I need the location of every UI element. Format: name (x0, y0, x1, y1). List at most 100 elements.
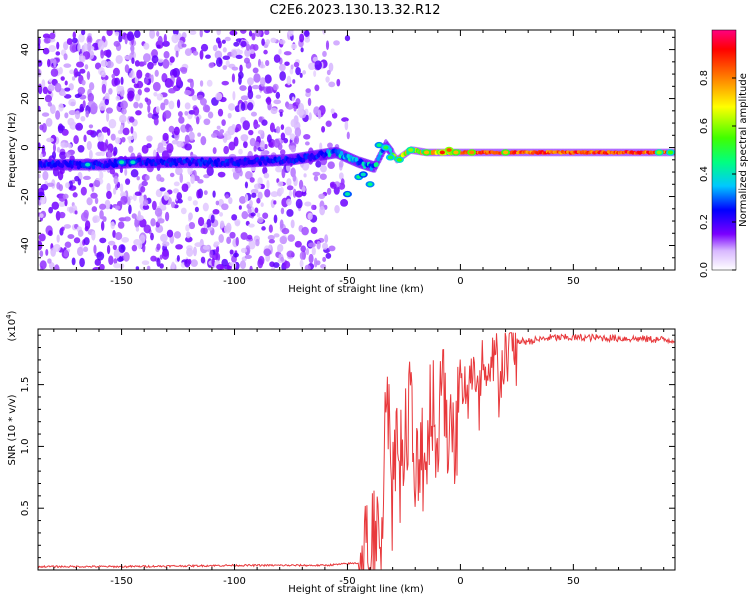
spectrogram-noise-blob (90, 192, 98, 199)
spectrogram-noise-blob (240, 95, 249, 101)
colorbar-tick-label: 0.4 (699, 166, 710, 182)
spectrogram-noise-blob (233, 252, 239, 258)
spectrogram-noise-blob (287, 234, 295, 242)
spectrogram-noise-blob (156, 257, 161, 267)
spectrogram-noise-blob (228, 197, 233, 205)
spectrogram-noise-blob (200, 256, 206, 264)
spectrogram-noise-blob (180, 207, 187, 215)
spectrogram-noise-blob (304, 201, 312, 207)
spectrogram-noise-blob (216, 30, 221, 36)
spectrogram-noise-blob (319, 142, 323, 151)
spectrogram-noise-blob (53, 243, 61, 252)
spectrogram-noise-blob (207, 226, 213, 231)
spectrogram-noise-blob (173, 231, 182, 239)
spectrogram-noise-blob (128, 145, 134, 153)
spectrogram-noise-blob (247, 207, 252, 214)
spectrogram-noise-blob (250, 111, 257, 117)
spectrogram-noise-blob (281, 197, 289, 208)
spectrogram-noise-blob (245, 193, 249, 203)
spectrogram-noise-blob (153, 91, 158, 97)
spectrogram-noise-blob (99, 142, 108, 152)
spectrogram-noise-blob (212, 147, 217, 155)
spectrogram-noise-blob (257, 217, 264, 224)
spectrogram-noise-blob (131, 244, 138, 252)
spectrogram-noise-blob (111, 73, 116, 79)
spectrogram-noise-blob (136, 176, 140, 181)
spectrogram-noise-blob (301, 191, 307, 197)
spectrogram-noise-blob (244, 181, 249, 189)
spectrogram-noise-blob (134, 220, 139, 227)
spectrogram-noise-blob (209, 249, 214, 259)
spectrogram-noise-blob (257, 177, 263, 186)
spectrogram-noise-blob (176, 76, 182, 86)
spectrogram-noise-blob (117, 85, 125, 91)
spectrogram-noise-blob (179, 173, 184, 184)
spectrogram-noise-blob (168, 100, 175, 110)
spectrogram-noise-blob (94, 62, 102, 70)
spectrogram-noise-blob (56, 41, 60, 50)
spectrogram-noise-blob (53, 58, 57, 68)
spectrogram-noise-blob (268, 224, 273, 233)
spectrogram-noise-blob (241, 211, 249, 220)
spectrogram-noise-blob (160, 233, 168, 243)
spectrogram-noise-blob (65, 182, 70, 189)
spectrogram-y-label: Frequency (Hz) (7, 112, 18, 188)
spectrogram-noise-blob (222, 133, 228, 144)
spectrogram-noise-blob (279, 186, 284, 195)
spectrogram-noise-blob (190, 78, 194, 89)
spectrogram-bright-blob (376, 143, 382, 148)
spectrogram-noise-blob (136, 214, 144, 221)
spectrogram-frame (37, 29, 676, 271)
spectrogram-noise-blob (253, 123, 261, 128)
spectrogram-noise-blob (317, 109, 322, 120)
spectrogram-noise-blob (114, 77, 121, 86)
spectrogram-ridge-core (68, 160, 73, 165)
spectrogram-ridge-core (375, 162, 379, 167)
spectrogram-noise-blob (221, 258, 229, 267)
spectrogram-noise-blob (222, 55, 231, 61)
spectrogram-noise-blob (100, 60, 108, 67)
spectrogram-noise-blob (280, 149, 286, 156)
spectrogram-noise-blob (206, 79, 213, 87)
spectrogram-bright-blob (130, 160, 136, 165)
spectrogram-noise-blob (99, 263, 105, 270)
spectrogram-noise-blob (330, 183, 337, 189)
spectrogram-noise-blob (302, 70, 307, 75)
spectrogram-noise-blob (74, 110, 81, 120)
spectrogram-noise-blob (144, 87, 151, 93)
spectrogram-noise-blob (208, 62, 215, 69)
spectrogram-noise-blob (217, 40, 222, 49)
spectrogram-noise-blob (247, 77, 254, 86)
spectrogram-noise-blob (210, 133, 218, 138)
spectrogram-noise-blob (219, 129, 225, 134)
spectrogram-noise-blob (161, 249, 170, 260)
spectrogram-noise-blob (338, 172, 344, 180)
spectrogram-noise-blob (205, 54, 211, 59)
spectrogram-noise-blob (193, 106, 200, 116)
spectrogram-noise-blob (149, 30, 156, 39)
spectrogram-noise-blob (202, 245, 210, 250)
spectrogram-noise-blob (124, 168, 128, 176)
spectrogram-noise-blob (146, 135, 153, 142)
spectrogram-noise-blob (187, 196, 193, 202)
spectrogram-noise-blob (181, 183, 189, 192)
spectrogram-noise-blob (99, 171, 104, 180)
spectrogram-noise-blob (267, 234, 275, 241)
spectrogram-noise-blob (63, 224, 72, 229)
spectrogram-ridge-core (91, 164, 96, 170)
spectrogram-noise-blob (314, 84, 320, 92)
snr-y-tick-label: 0.5 (20, 500, 31, 516)
spectrogram-noise-blob (58, 201, 66, 207)
spectrogram-noise-blob (88, 82, 95, 91)
spectrogram-noise-blob (166, 143, 174, 154)
spectrogram-noise-blob (97, 132, 104, 142)
spectrogram-noise-blob (251, 192, 257, 198)
spectrogram-noise-blob (58, 103, 64, 112)
spectrogram-noise-blob (58, 66, 63, 75)
spectrogram-noise-blob (223, 145, 230, 155)
spectrogram-noise-blob (56, 234, 60, 243)
spectrogram-noise-blob (143, 224, 151, 234)
spectrogram-noise-blob (311, 246, 316, 256)
spectrogram-noise-blob (307, 212, 313, 221)
spectrogram-noise-blob (81, 79, 86, 86)
